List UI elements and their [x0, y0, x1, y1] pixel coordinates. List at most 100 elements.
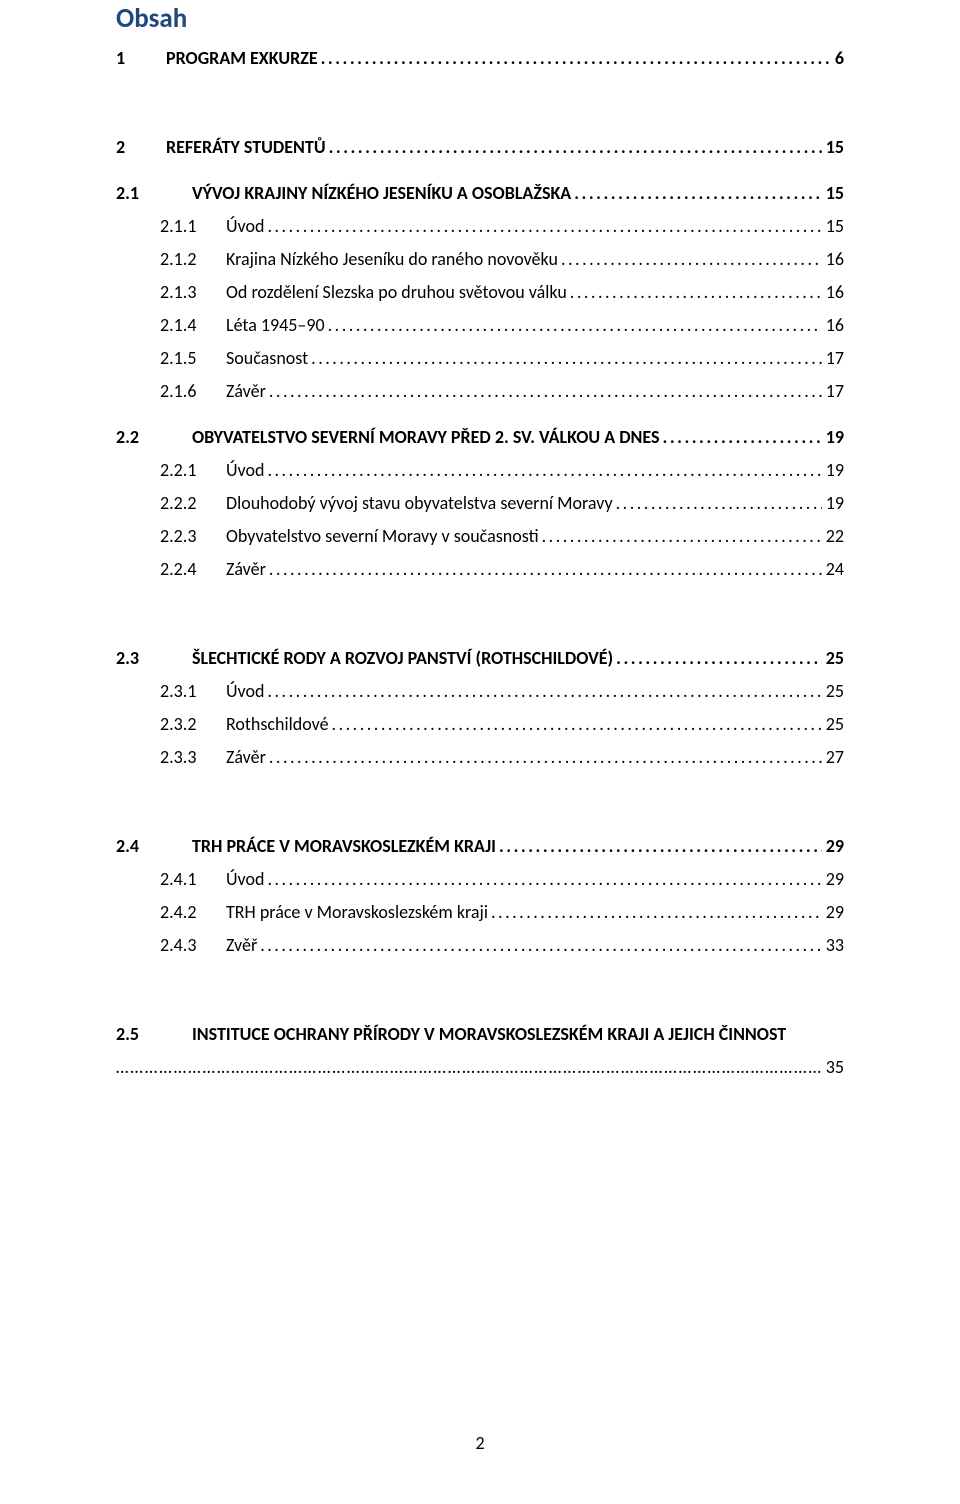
toc-spacer: [116, 773, 844, 829]
toc-title: TRH práce v Moravskoslezském kraji: [226, 903, 488, 921]
toc-number: 2.4.3: [160, 936, 216, 954]
toc-row: 2.1.4 Léta 1945–90 16: [116, 308, 844, 341]
toc-title: Závěr: [226, 748, 266, 766]
toc-page-number: 29: [822, 903, 844, 921]
toc-row: 2 REFERÁTY STUDENTŮ 15: [116, 130, 844, 163]
table-of-contents: 1PROGRAM EXKURZE 62REFERÁTY STUDENTŮ 152…: [116, 41, 844, 1083]
toc-title: VÝVOJ KRAJINY NÍZKÉHO JESENÍKU A OSOBLAŽ…: [192, 184, 571, 202]
toc-title: Úvod: [226, 217, 264, 235]
toc-page-number: 19: [822, 494, 844, 512]
toc-leader: [269, 382, 822, 400]
toc-row: 2.3.2Rothschildové 25: [116, 707, 844, 740]
toc-title: OBYVATELSTVO SEVERNÍ MORAVY PŘED 2. SV. …: [192, 428, 660, 446]
toc-page-number: 25: [822, 649, 844, 667]
toc-title: PROGRAM EXKURZE: [166, 49, 318, 67]
toc-leader: [574, 184, 822, 202]
toc-title: Úvod: [226, 870, 264, 888]
toc-title: Závěr: [226, 382, 266, 400]
toc-row: 2.2 OBYVATELSTVO SEVERNÍ MORAVY PŘED 2. S…: [116, 420, 844, 453]
toc-number: 2.4.2: [160, 903, 216, 921]
toc-leader: [328, 316, 822, 334]
toc-row: 2.1.2Krajina Nízkého Jeseníku do raného …: [116, 242, 844, 275]
toc-page-number: 16: [822, 250, 844, 268]
toc-number: 2.2.3: [160, 527, 216, 545]
toc-number: 2.1.1: [160, 217, 216, 235]
toc-title: Úvod: [226, 682, 264, 700]
toc-number: 2.1.4: [160, 316, 216, 334]
toc-spacer: [116, 585, 844, 641]
toc-number: 2: [116, 138, 160, 156]
toc-number: 1: [116, 49, 160, 67]
toc-page-number: 22: [822, 527, 844, 545]
toc-row: 2.3.1 Úvod 25: [116, 674, 844, 707]
toc-title: REFERÁTY STUDENTŮ: [166, 138, 326, 156]
toc-leader: [542, 527, 822, 545]
toc-leader: [267, 217, 821, 235]
toc-row: 2.1.5 Současnost 17: [116, 341, 844, 374]
toc-leader: [332, 715, 822, 733]
toc-title: Zvěř: [226, 936, 257, 954]
toc-number: 2.1.6: [160, 382, 216, 400]
toc-spacer: [116, 74, 844, 130]
toc-leader: [570, 283, 822, 301]
toc-title: Současnost: [226, 349, 308, 367]
toc-page-number: 29: [822, 837, 844, 855]
toc-page-number: 33: [822, 936, 844, 954]
toc-trailing-row: 35: [116, 1050, 844, 1083]
toc-page-number: 27: [822, 748, 844, 766]
toc-row: 2.4.2TRH práce v Moravskoslezském kraji …: [116, 895, 844, 928]
toc-leader: [269, 560, 822, 578]
toc-leader: [616, 649, 822, 667]
toc-row: 2.3.3 Závěr 27: [116, 740, 844, 773]
toc-number: 2.2.1: [160, 461, 216, 479]
toc-leader: [267, 682, 821, 700]
toc-number: 2.2.2: [160, 494, 216, 512]
toc-row: 2.2.1 Úvod 19: [116, 453, 844, 486]
toc-row: 2.1.6 Závěr 17: [116, 374, 844, 407]
toc-number: 2.3.1: [160, 682, 216, 700]
toc-page-number: 25: [822, 682, 844, 700]
toc-page-number: 16: [822, 316, 844, 334]
toc-leader: [616, 494, 822, 512]
toc-page-number: 35: [822, 1058, 844, 1076]
page-number: 2: [0, 1432, 960, 1454]
toc-page-number: 15: [822, 138, 844, 156]
toc-leader: [311, 349, 822, 367]
toc-row: 2.2.3Obyvatelstvo severní Moravy v souča…: [116, 519, 844, 552]
toc-page-number: 15: [822, 184, 844, 202]
toc-spacer: [116, 163, 844, 176]
toc-row: 2.4 TRH PRÁCE V MORAVSKOSLEZKÉM KRAJI 29: [116, 829, 844, 862]
toc-page-number: 19: [822, 461, 844, 479]
toc-leader: [260, 936, 822, 954]
toc-page-number: 17: [822, 349, 844, 367]
toc-page-number: 24: [822, 560, 844, 578]
toc-title: Léta 1945–90: [226, 316, 325, 334]
toc-page-number: 29: [822, 870, 844, 888]
toc-number: 2.1.2: [160, 250, 216, 268]
toc-leader: [663, 428, 822, 446]
toc-row: 1PROGRAM EXKURZE 6: [116, 41, 844, 74]
toc-number: 2.4.1: [160, 870, 216, 888]
toc-leader: [499, 837, 822, 855]
toc-title: TRH PRÁCE V MORAVSKOSLEZKÉM KRAJI: [192, 837, 496, 855]
toc-leader: [269, 748, 822, 766]
toc-page-number: 25: [822, 715, 844, 733]
toc-row: 2.5INSTITUCE OCHRANY PŘÍRODY V MORAVSKOS…: [116, 1017, 844, 1050]
toc-row: 2.1.1 Úvod 15: [116, 209, 844, 242]
toc-row: 2.2.2Dlouhodobý vývoj stavu obyvatelstva…: [116, 486, 844, 519]
toc-number: 2.2: [116, 428, 160, 446]
toc-number: 2.4: [116, 837, 160, 855]
toc-number: 2.1.3: [160, 283, 216, 301]
toc-number: 2.1.5: [160, 349, 216, 367]
toc-leader: [491, 903, 822, 921]
toc-page-number: 17: [822, 382, 844, 400]
toc-row: 2.1.3Od rozdělení Slezska po druhou svět…: [116, 275, 844, 308]
toc-title: Úvod: [226, 461, 264, 479]
toc-number: 2.5: [116, 1025, 160, 1043]
toc-page-number: 15: [822, 217, 844, 235]
toc-number: 2.3.3: [160, 748, 216, 766]
toc-row: 2.3ŠLECHTICKÉ RODY A ROZVOJ PANSTVÍ (ROT…: [116, 641, 844, 674]
toc-spacer: [116, 407, 844, 420]
toc-number: 2.3.2: [160, 715, 216, 733]
toc-title: ŠLECHTICKÉ RODY A ROZVOJ PANSTVÍ (ROTHSC…: [192, 649, 613, 667]
